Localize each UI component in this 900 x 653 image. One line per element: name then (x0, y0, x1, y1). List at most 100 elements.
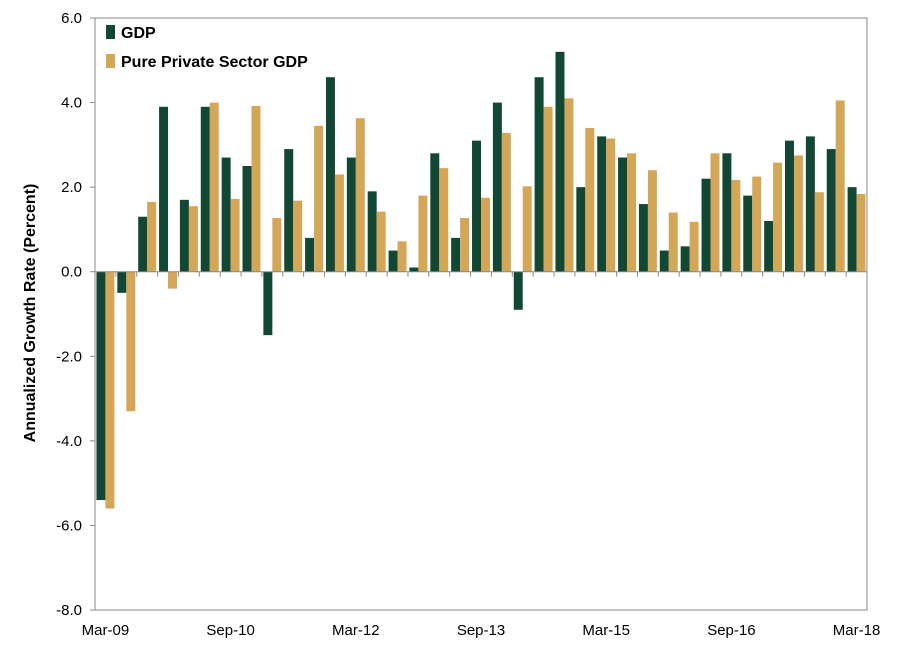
bar-private-3 (168, 271, 177, 289)
bar-gdp-29 (701, 178, 711, 272)
bar-gdp-21 (534, 77, 544, 272)
y-axis-title: Annualized Growth Rate (Percent) (22, 184, 39, 443)
bar-private-5 (209, 102, 219, 272)
y-tick-label: -8.0 (56, 602, 82, 619)
bar-private-20 (522, 186, 532, 272)
bar-private-28 (689, 221, 699, 272)
y-tick-label: 4.0 (61, 95, 82, 112)
bar-gdp-30 (722, 153, 732, 272)
bar-gdp-6 (221, 157, 231, 272)
x-tick-label: Sep-13 (457, 622, 505, 639)
bar-gdp-36 (847, 187, 857, 272)
bar-gdp-32 (764, 220, 774, 272)
x-tick-label: Sep-10 (206, 622, 254, 639)
bar-private-7 (251, 105, 261, 272)
bar-gdp-5 (200, 106, 210, 272)
bar-gdp-19 (492, 102, 502, 272)
bar-private-15 (418, 195, 428, 272)
legend-label-1: Pure Private Sector GDP (121, 54, 308, 71)
bar-gdp-27 (659, 250, 669, 272)
bar-gdp-24 (597, 136, 607, 272)
bar-gdp-34 (805, 136, 815, 272)
bar-private-32 (773, 162, 783, 272)
bar-gdp-20 (513, 271, 523, 310)
bar-private-4 (188, 206, 198, 272)
bars-layer (96, 51, 866, 509)
bar-gdp-35 (826, 149, 836, 272)
bar-gdp-14 (388, 250, 398, 272)
plot-frame (94, 17, 868, 611)
bar-private-9 (293, 200, 303, 272)
legend-label-0: GDP (121, 25, 156, 42)
bar-private-31 (752, 176, 762, 272)
x-tick-label: Mar-15 (582, 622, 630, 639)
bar-private-11 (334, 174, 344, 272)
bar-private-17 (460, 218, 470, 272)
bar-gdp-8 (263, 271, 273, 336)
bar-gdp-7 (242, 166, 252, 272)
bar-private-34 (814, 192, 824, 272)
y-tick-label: -6.0 (56, 517, 82, 534)
bar-private-13 (376, 211, 386, 272)
bar-private-36 (856, 193, 866, 272)
bar-private-30 (731, 179, 741, 272)
bar-private-2 (147, 201, 157, 272)
axes-layer (90, 17, 868, 611)
bar-private-33 (793, 155, 803, 272)
bar-gdp-15 (409, 267, 419, 272)
bar-private-12 (355, 118, 365, 272)
bar-private-35 (835, 100, 845, 272)
bar-gdp-1 (117, 271, 127, 293)
bar-gdp-12 (346, 157, 356, 272)
bar-gdp-22 (555, 51, 565, 272)
bar-gdp-28 (680, 246, 690, 272)
bar-private-16 (439, 168, 449, 272)
bar-gdp-9 (284, 149, 294, 272)
legend-swatch-0 (106, 25, 115, 39)
bar-private-23 (585, 127, 595, 272)
bar-gdp-3 (159, 106, 169, 272)
bar-private-25 (627, 153, 637, 272)
bar-private-26 (647, 170, 657, 272)
bar-gdp-25 (618, 157, 628, 272)
bar-private-22 (564, 98, 574, 272)
bar-gdp-13 (367, 191, 377, 272)
bar-gdp-18 (472, 140, 481, 272)
bar-gdp-10 (305, 237, 315, 272)
bar-gdp-17 (451, 237, 461, 272)
bar-private-1 (126, 271, 136, 412)
x-tick-label: Mar-18 (833, 622, 881, 639)
bar-private-18 (481, 197, 490, 272)
bar-gdp-23 (576, 187, 586, 272)
legend: GDP Pure Private Sector GDP (106, 25, 308, 71)
bar-gdp-26 (638, 204, 648, 272)
bar-private-8 (272, 218, 282, 272)
bar-gdp-2 (138, 216, 148, 272)
x-tick-label: Sep-16 (707, 622, 755, 639)
bar-private-6 (230, 198, 240, 272)
bar-gdp-31 (743, 195, 753, 272)
legend-swatch-1 (106, 54, 115, 68)
bar-private-29 (710, 153, 720, 272)
x-tick-label: Mar-09 (82, 622, 130, 639)
y-tick-label: -4.0 (56, 433, 82, 450)
y-tick-label: 2.0 (61, 179, 82, 196)
bar-gdp-33 (785, 140, 794, 272)
bar-private-24 (606, 138, 616, 272)
bar-private-10 (314, 125, 324, 272)
bar-gdp-11 (325, 77, 335, 272)
y-tick-label: -2.0 (56, 348, 82, 365)
bar-gdp-16 (430, 153, 440, 272)
x-tick-label: Mar-12 (332, 622, 380, 639)
bar-private-14 (397, 241, 407, 272)
bar-gdp-0 (96, 271, 106, 501)
bar-gdp-4 (179, 199, 189, 272)
y-tick-label: 6.0 (61, 10, 82, 27)
bar-private-21 (543, 106, 553, 272)
bar-private-19 (501, 133, 511, 272)
y-axis-title-group: Annualized Growth Rate (Percent) (22, 184, 39, 443)
bar-private-0 (105, 271, 115, 509)
